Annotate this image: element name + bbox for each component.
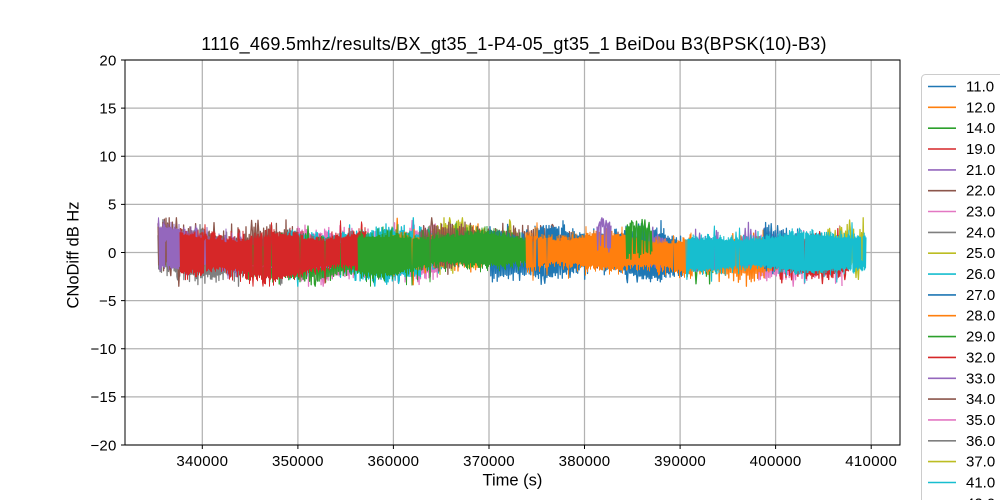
- svg-text:410000: 410000: [845, 453, 897, 470]
- svg-text:360000: 360000: [367, 453, 419, 470]
- svg-text:12.0: 12.0: [966, 99, 995, 116]
- svg-text:370000: 370000: [463, 453, 515, 470]
- svg-text:11.0: 11.0: [966, 79, 994, 96]
- svg-text:−5: −5: [99, 293, 117, 310]
- svg-text:20: 20: [99, 52, 116, 69]
- svg-text:390000: 390000: [654, 453, 706, 470]
- svg-text:5: 5: [108, 197, 117, 214]
- svg-text:22.0: 22.0: [966, 183, 995, 200]
- svg-text:26.0: 26.0: [966, 266, 995, 283]
- svg-text:25.0: 25.0: [966, 245, 995, 262]
- svg-text:−15: −15: [90, 389, 116, 406]
- svg-text:23.0: 23.0: [966, 204, 995, 221]
- svg-text:CNoDiff dB Hz: CNoDiff dB Hz: [65, 202, 83, 309]
- svg-text:34.0: 34.0: [966, 391, 995, 408]
- svg-text:37.0: 37.0: [966, 454, 995, 471]
- svg-text:28.0: 28.0: [966, 308, 995, 325]
- svg-text:42.0: 42.0: [966, 495, 995, 500]
- svg-text:350000: 350000: [272, 453, 324, 470]
- svg-text:380000: 380000: [559, 453, 611, 470]
- svg-text:41.0: 41.0: [966, 475, 995, 492]
- svg-text:27.0: 27.0: [966, 287, 995, 304]
- svg-text:35.0: 35.0: [966, 412, 995, 429]
- svg-text:19.0: 19.0: [966, 141, 995, 158]
- svg-text:340000: 340000: [176, 453, 228, 470]
- svg-text:32.0: 32.0: [966, 349, 995, 366]
- svg-text:33.0: 33.0: [966, 370, 995, 387]
- svg-text:−20: −20: [90, 437, 116, 454]
- svg-text:36.0: 36.0: [966, 433, 995, 450]
- svg-text:14.0: 14.0: [966, 120, 995, 137]
- svg-text:1116_469.5mhz/results/BX_gt35_: 1116_469.5mhz/results/BX_gt35_1-P4-05_gt…: [201, 34, 826, 55]
- svg-text:24.0: 24.0: [966, 224, 995, 241]
- svg-text:10: 10: [99, 149, 116, 166]
- svg-text:0: 0: [108, 245, 117, 262]
- svg-text:−10: −10: [90, 341, 116, 358]
- svg-text:Time (s): Time (s): [483, 472, 543, 490]
- svg-text:400000: 400000: [750, 453, 802, 470]
- svg-text:15: 15: [99, 100, 116, 117]
- svg-text:29.0: 29.0: [966, 329, 995, 346]
- svg-text:21.0: 21.0: [966, 162, 995, 179]
